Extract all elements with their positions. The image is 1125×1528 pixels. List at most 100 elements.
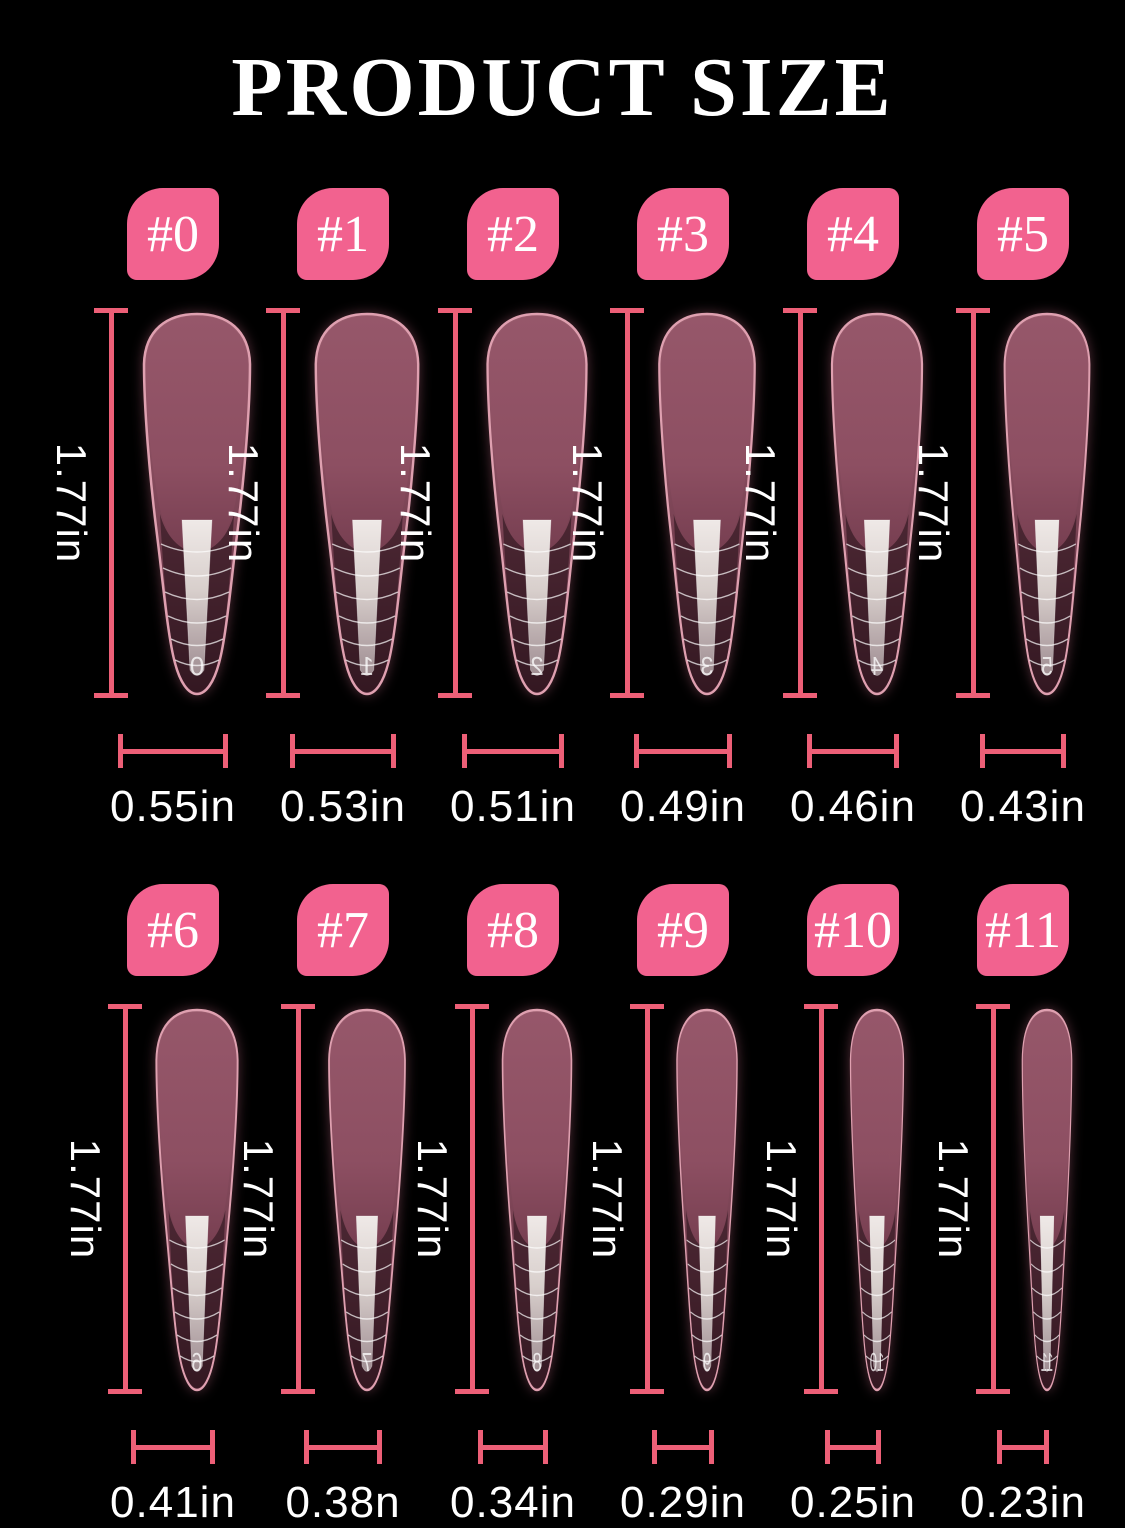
nail-figure: 1.77in 6 — [62, 1004, 243, 1395]
size-badge: #0 — [127, 188, 219, 281]
height-measure-line — [437, 308, 473, 699]
nail-figure: 1.77in 7 — [235, 1004, 410, 1395]
width-label: 0.55in — [110, 782, 236, 832]
height-label: 1.77in — [235, 1138, 282, 1260]
page-title: PRODUCT SIZE — [231, 41, 894, 134]
width-label: 0.49in — [620, 782, 746, 832]
svg-text:6: 6 — [191, 1348, 202, 1377]
size-column-3: #3 1.77in 3 0.49in — [564, 188, 768, 832]
svg-text:2: 2 — [530, 652, 543, 681]
width-label: 0.51in — [450, 782, 576, 832]
width-measure-line — [807, 734, 899, 769]
size-column-1: #1 1.77in 1 0.53in — [220, 188, 428, 832]
nail-figure: 1.77in 10 — [758, 1004, 907, 1395]
size-column-11: #11 1.77in 11 0.23in — [930, 884, 1108, 1528]
size-badge: #6 — [127, 884, 219, 977]
width-measure-line — [131, 1430, 215, 1465]
height-label: 1.77in — [62, 1138, 109, 1260]
size-badge-label: #6 — [147, 901, 199, 959]
size-badge: #9 — [637, 884, 729, 977]
size-badge-label: #0 — [147, 205, 199, 263]
height-measure-line — [629, 1004, 665, 1395]
size-badge-label: #3 — [657, 205, 709, 263]
nail-figure: 1.77in 5 — [910, 308, 1095, 699]
size-column-5: #5 1.77in 5 0.43in — [910, 188, 1108, 832]
nail-form-illustration: 2 — [486, 312, 588, 696]
height-label: 1.77in — [392, 442, 439, 564]
size-column-6: #6 1.77in 6 0.41in — [62, 884, 258, 1528]
nail-form-illustration: 0 — [142, 312, 252, 696]
size-column-7: #7 1.77in 7 0.38n — [235, 884, 428, 1528]
height-label: 1.77in — [48, 442, 95, 564]
size-badge-label: #4 — [827, 205, 879, 263]
height-measure-line — [975, 1004, 1011, 1395]
svg-text:11: 11 — [1041, 1349, 1054, 1377]
size-badge-label: #9 — [657, 901, 709, 959]
width-measure-line — [652, 1430, 714, 1465]
width-measure-line — [478, 1430, 548, 1465]
height-measure-line — [454, 1004, 490, 1395]
svg-text:0: 0 — [190, 651, 204, 681]
size-badge-label: #2 — [487, 205, 539, 263]
nail-form-illustration: 9 — [676, 1008, 738, 1392]
height-measure-line — [280, 1004, 316, 1395]
nail-form-illustration: 3 — [658, 312, 756, 696]
width-label: 0.53in — [280, 782, 406, 832]
width-label: 0.25in — [790, 1478, 916, 1528]
size-badge: #8 — [467, 884, 559, 977]
size-badge-label: #10 — [814, 901, 892, 959]
svg-text:4: 4 — [871, 653, 883, 682]
width-label: 0.29in — [620, 1478, 746, 1528]
nail-form-illustration: 4 — [830, 312, 924, 696]
nail-figure: 1.77in 2 — [392, 308, 593, 699]
size-badge-label: #7 — [317, 901, 369, 959]
height-label: 1.77in — [409, 1138, 456, 1260]
size-badge: #1 — [297, 188, 389, 281]
nail-form-illustration: 8 — [501, 1008, 573, 1392]
height-measure-line — [107, 1004, 143, 1395]
height-measure-line — [609, 308, 645, 699]
width-label: 0.38n — [285, 1478, 401, 1528]
size-badge: #3 — [637, 188, 729, 281]
height-measure-line — [803, 1004, 839, 1395]
size-column-8: #8 1.77in 8 0.34in — [409, 884, 598, 1528]
width-measure-line — [118, 734, 228, 769]
nail-figure: 1.77in 3 — [564, 308, 761, 699]
size-row-1: #0 1.77in 0 0.55in #1 1.77in — [0, 188, 1125, 832]
width-measure-line — [997, 1430, 1049, 1465]
svg-text:3: 3 — [700, 653, 713, 681]
width-measure-line — [462, 734, 564, 769]
nail-form-illustration: 10 — [849, 1008, 905, 1392]
nail-figure: 1.77in 0 — [48, 308, 257, 699]
size-badge-label: #5 — [997, 205, 1049, 263]
nail-form-illustration: 5 — [1003, 312, 1091, 696]
svg-text:5: 5 — [1041, 652, 1053, 681]
width-label: 0.23in — [960, 1478, 1086, 1528]
size-badge: #7 — [297, 884, 389, 977]
height-label: 1.77in — [564, 442, 611, 564]
svg-text:10: 10 — [870, 1348, 884, 1377]
nail-figure: 1.77in 8 — [409, 1004, 576, 1395]
size-column-9: #9 1.77in 9 0.29in — [584, 884, 768, 1528]
height-label: 1.77in — [737, 442, 784, 564]
nail-form-illustration: 1 — [314, 312, 420, 696]
size-row-2: #6 1.77in 6 0.41in #7 1.77in — [0, 884, 1125, 1528]
height-measure-line — [955, 308, 991, 699]
width-measure-line — [825, 1430, 881, 1465]
size-column-4: #4 1.77in 4 0.46in — [737, 188, 938, 832]
height-label: 1.77in — [758, 1138, 805, 1260]
size-column-10: #10 1.77in 10 0.25in — [758, 884, 938, 1528]
height-measure-line — [93, 308, 129, 699]
nail-form-illustration: 11 — [1021, 1008, 1073, 1392]
width-measure-line — [304, 1430, 382, 1465]
height-label: 1.77in — [584, 1138, 631, 1260]
nail-form-illustration: 6 — [155, 1008, 239, 1392]
width-measure-line — [634, 734, 732, 769]
svg-text:1: 1 — [360, 653, 374, 681]
width-label: 0.46in — [790, 782, 916, 832]
size-column-2: #2 1.77in 2 0.51in — [392, 188, 598, 832]
svg-text:8: 8 — [532, 1347, 541, 1377]
size-badge: #4 — [807, 188, 899, 281]
size-badge: #2 — [467, 188, 559, 281]
svg-text:7: 7 — [362, 1348, 372, 1377]
